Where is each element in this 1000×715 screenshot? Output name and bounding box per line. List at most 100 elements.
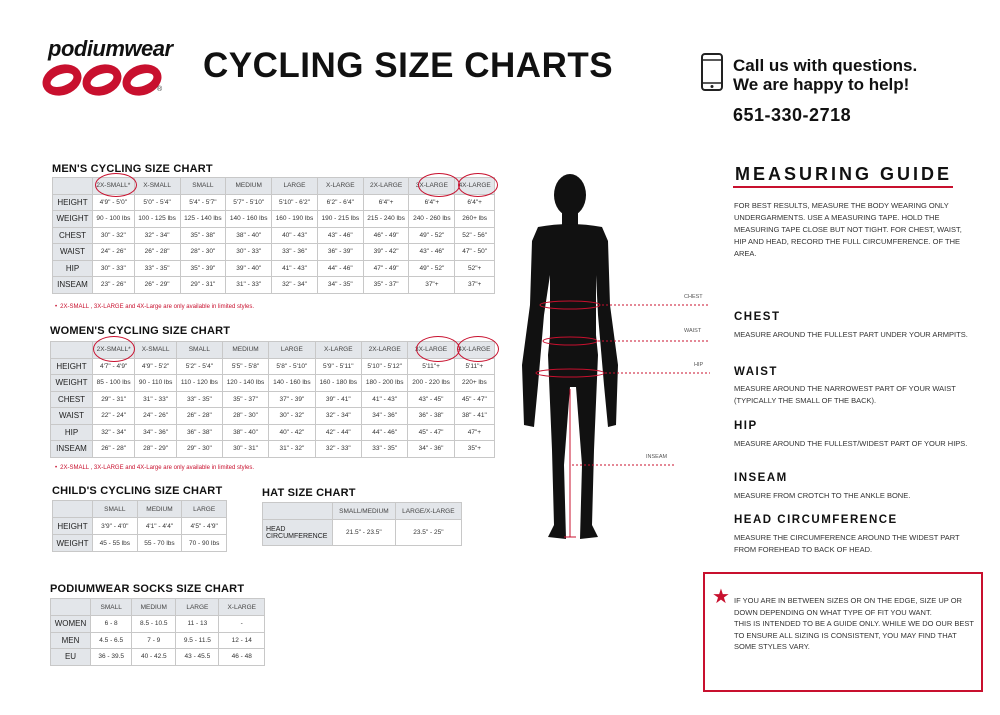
womens-size-table: 2X-SMALL* X-SMALL SMALL MEDIUM LARGE X-LARGE 2…	[50, 341, 496, 458]
table-cell: 24" - 26"	[134, 407, 177, 425]
column-header: 4X-LARGE	[454, 177, 495, 195]
column-header: X-LARGE	[218, 598, 265, 616]
table-cell: 32" - 34"	[133, 226, 181, 244]
mens-chart-title: MEN'S CYCLING SIZE CHART	[52, 163, 213, 175]
table-cell: 11 - 13	[175, 615, 220, 633]
table-cell: 160 - 190 lbs	[271, 210, 318, 228]
table-cell: 125 - 140 lbs	[179, 210, 227, 228]
table-cell: 35" - 37"	[362, 276, 410, 294]
table-cell: 23" - 26"	[92, 276, 135, 294]
table-row: HEAD CIRCUMFERENCE 21.5" - 23.5" 23.5" - 2…	[262, 519, 463, 546]
table-cell: 36" - 39"	[316, 243, 364, 261]
table-row: HIP 30" - 33" 33" - 35" 35" - 39" 39" - 40" 4…	[52, 259, 495, 277]
table-cell: 40" - 42"	[268, 423, 316, 441]
table-cell: 45 - 55 lbs	[92, 534, 138, 552]
table-cell: 47" - 49"	[362, 259, 410, 277]
contact-message: Call us with questions. We are happy to …	[733, 56, 917, 94]
table-row: HEIGHT 4'9" - 5'0" 5'0" - 5'4" 5'4" - 5'7" 5…	[52, 193, 495, 211]
table-cell: 110 - 120 lbs	[175, 374, 223, 392]
table-cell: 4'9" - 5'2"	[134, 357, 177, 375]
table-corner	[50, 598, 91, 616]
guide-chest-heading: CHEST	[734, 311, 781, 323]
table-cell: 35" - 39"	[179, 259, 227, 277]
table-cell: 32" - 34"	[314, 407, 362, 425]
table-cell: 42" - 44"	[314, 423, 362, 441]
body-label-inseam: INSEAM	[646, 454, 668, 460]
table-cell: 40 - 42.5	[131, 648, 177, 666]
table-cell: 38" - 40"	[221, 423, 270, 441]
column-header: SMALL	[89, 598, 133, 616]
table-cell: 34" - 35"	[316, 276, 364, 294]
table-cell: 36 - 39.5	[89, 648, 133, 666]
table-cell: 36" - 38"	[175, 423, 223, 441]
table-cell: 6'4"+	[454, 193, 495, 211]
table-cell: 26" - 28"	[91, 440, 136, 458]
table-cell: 32" - 34"	[91, 423, 136, 441]
socks-chart-title: PODIUMWEAR SOCKS SIZE CHART	[50, 583, 245, 595]
table-cell: 215 - 240 lbs	[362, 210, 410, 228]
table-cell: 200 - 220 lbs	[407, 374, 455, 392]
table-cell: 12 - 14	[218, 631, 265, 649]
table-cell: 39" - 41"	[314, 390, 362, 408]
row-header: HEIGHT	[52, 193, 93, 211]
phone-number: 651-330-2718	[733, 105, 852, 125]
guide-waist-text: MEASURE AROUND THE NARROWEST PART OF YOU…	[734, 384, 956, 405]
row-header: INSEAM	[52, 276, 93, 294]
column-header: 2X-SMALL*	[91, 341, 136, 359]
table-corner	[52, 177, 93, 195]
column-header: LARGE	[268, 341, 316, 359]
table-cell: 70 - 90 lbs	[181, 534, 227, 552]
table-row: WAIST 22" - 24" 24" - 26" 26" - 28" 28" - 30…	[50, 407, 496, 425]
table-cell: 47"+	[453, 423, 496, 441]
table-row: INSEAM 26" - 28" 28" - 29" 29" - 30" 30" - 3…	[50, 440, 496, 458]
column-header: MEDIUM	[225, 177, 273, 195]
column-header: 4X-LARGE	[453, 341, 496, 359]
table-cell: 85 - 100 lbs	[91, 374, 136, 392]
table-cell: 180 - 200 lbs	[360, 374, 409, 392]
row-header: MEN	[50, 631, 91, 649]
guide-inseam-heading: INSEAM	[734, 472, 788, 484]
column-header: MEDIUM	[131, 598, 177, 616]
mens-availability-note: • 2X-SMALL , 3X-LARGE and 4X-Large are on…	[55, 304, 254, 310]
table-cell: 6 - 8	[89, 615, 133, 633]
contact-line-1: Call us with questions.	[733, 56, 918, 75]
table-cell: 90 - 100 lbs	[92, 210, 135, 228]
table-cell: 44" - 46"	[316, 259, 364, 277]
table-row: WEIGHT 90 - 100 lbs 100 - 125 lbs 125 - 140…	[52, 210, 495, 228]
table-cell: 90 - 110 lbs	[134, 374, 177, 392]
contact-line-2: We are happy to help!	[733, 75, 910, 94]
table-row: WEIGHT 45 - 55 lbs 55 - 70 lbs 70 - 90 lbs	[52, 534, 227, 552]
table-cell: 47" - 50"	[454, 243, 495, 261]
column-header: 2X-LARGE	[360, 341, 409, 359]
guide-inseam-text: MEASURE FROM CROTCH TO THE ANKLE BONE.	[734, 491, 911, 500]
table-cell: 32" - 33"	[314, 440, 362, 458]
table-row: CHEST 29" - 31" 31" - 33" 33" - 35" 35" - 37…	[50, 390, 496, 408]
guide-intro: FOR BEST RESULTS, MEASURE THE BODY WEARI…	[734, 201, 962, 258]
table-cell: 7 - 9	[131, 631, 177, 649]
table-cell: 29" - 31"	[91, 390, 136, 408]
fit-note-line-2: THIS IS INTENDED TO BE A GUIDE ONLY. WHI…	[734, 619, 974, 651]
table-row: INSEAM 23" - 26" 26" - 29" 29" - 31" 31" - 3…	[52, 276, 495, 294]
table-cell: 21.5" - 23.5"	[332, 519, 396, 546]
table-cell: 43" - 45"	[407, 390, 455, 408]
table-cell: 43" - 46"	[316, 226, 364, 244]
table-cell: 5'10" - 6'2"	[271, 193, 318, 211]
table-cell: 4'7" - 4'9"	[91, 357, 136, 375]
table-cell: 35" - 38"	[179, 226, 227, 244]
table-cell: 23.5" - 25"	[394, 519, 463, 546]
table-cell: 4'1" - 4'4"	[136, 517, 183, 535]
row-header: CHEST	[50, 390, 93, 408]
table-cell: 45" - 47"	[407, 423, 455, 441]
row-header: HEAD CIRCUMFERENCE	[262, 519, 333, 546]
table-cell: 36" - 38"	[407, 407, 455, 425]
table-cell: 5'8" - 5'10"	[268, 357, 316, 375]
womens-chart-title: WOMEN'S CYCLING SIZE CHART	[50, 325, 231, 337]
table-cell: 44" - 46"	[360, 423, 409, 441]
guide-head-text: MEASURE THE CIRCUMFERENCE AROUND THE WID…	[734, 533, 960, 554]
table-cell: 30" - 33"	[225, 243, 273, 261]
table-cell: 33" - 35"	[133, 259, 181, 277]
column-header: LARGE/X-LARGE	[394, 502, 463, 520]
table-cell: 45" - 47"	[453, 390, 496, 408]
fit-note-box	[703, 572, 983, 692]
column-header: X-SMALL	[133, 177, 181, 195]
